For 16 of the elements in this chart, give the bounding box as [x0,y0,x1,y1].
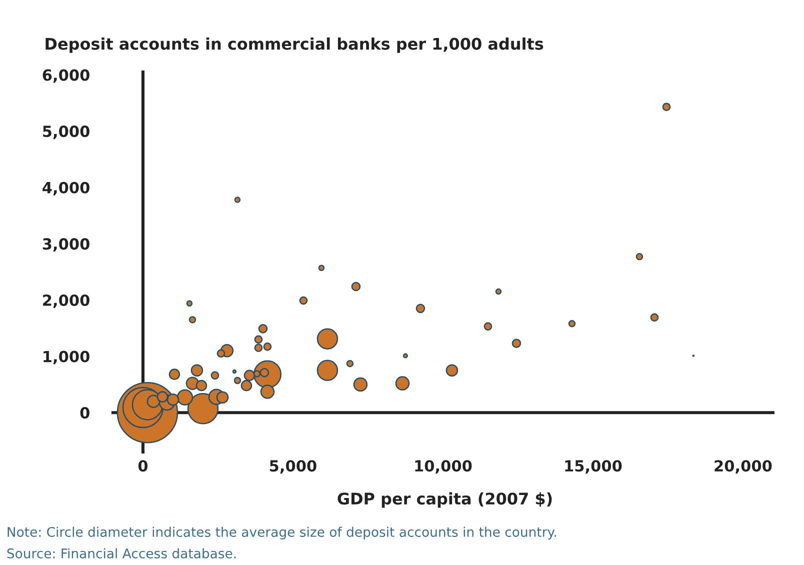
y-axis-title: Deposit accounts in commercial banks per 1,000 adults [46,37,544,53]
y-tick-label: 3,000 [42,238,90,252]
y-tick-label: 4,000 [42,182,90,196]
x-tick-label: 20,000 [714,460,772,474]
y-tick-label: 5,000 [43,126,90,140]
x-tick-label: 10,000 [415,460,472,474]
y-tick-label: 1,000 [44,350,90,364]
x-tick-label: 5,000 [270,460,316,474]
source-note: Source: Financial Access database. [7,548,236,558]
text: Note: Circle diameter indicates the average size of deposit accounts in the country. [8,526,556,540]
x-tick-label: 15,000 [565,460,622,474]
x-tick-label: 0 [138,460,148,472]
y-tick-label: 0 [80,407,90,419]
x-axis-title: GDP per capita (2007 $) [338,492,552,508]
y-tick-label: 6,000 [42,69,90,83]
y-tick-label: 2,000 [43,294,90,308]
